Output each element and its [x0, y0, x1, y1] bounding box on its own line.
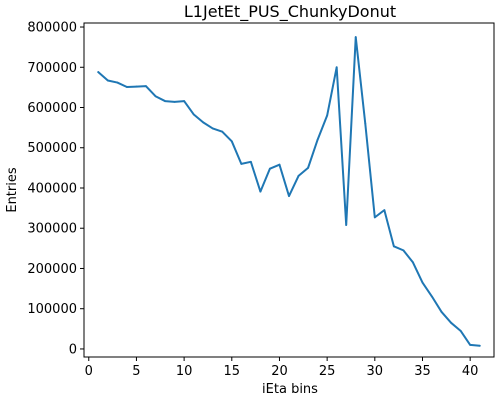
x-tick-label: 35: [414, 364, 431, 379]
data-point: [326, 114, 329, 117]
x-tick-label: 5: [132, 364, 140, 379]
x-tick-label: 30: [367, 364, 384, 379]
data-point: [335, 66, 338, 69]
data-point: [288, 195, 290, 197]
x-axis-label: iEta bins: [262, 382, 318, 397]
data-point: [183, 100, 186, 102]
data-point: [164, 100, 166, 102]
axes-frame: [83, 22, 495, 358]
y-tick-label: 500000: [27, 141, 77, 156]
x-tick-label: 40: [462, 364, 479, 379]
data-point: [126, 86, 128, 88]
x-tick-label: 10: [176, 364, 193, 379]
y-tick-label: 0: [69, 342, 77, 357]
data-point: [354, 36, 357, 38]
data-point: [392, 245, 395, 248]
series-line: [97, 36, 481, 347]
x-tick-label: 20: [271, 364, 288, 379]
data-point: [383, 209, 386, 212]
data-point: [173, 100, 176, 103]
y-tick-label: 600000: [27, 101, 77, 116]
x-tick-label: 25: [319, 364, 336, 379]
x-tick-label: 0: [85, 364, 93, 379]
data-point: [106, 79, 109, 82]
data-point: [440, 311, 443, 313]
y-axis-label: Entries: [5, 167, 20, 213]
data-point: [469, 344, 472, 346]
data-point: [211, 127, 214, 130]
data-point: [459, 329, 462, 332]
y-tick-label: 300000: [27, 222, 77, 237]
axis-ticks: 0 5 10 15 20 25 30 35 40 0 100000 200000 300000 40000…: [27, 21, 478, 379]
data-point: [412, 261, 414, 264]
data-point: [240, 162, 243, 165]
data-point: [269, 167, 271, 170]
y-tick-label: 200000: [27, 262, 77, 277]
data-point: [364, 122, 367, 125]
data-point: [307, 166, 309, 169]
data-point: [145, 85, 147, 88]
data-point: [154, 95, 157, 98]
data-point: [97, 71, 100, 73]
data-point: [278, 163, 281, 166]
data-point: [297, 175, 300, 177]
data-point: [230, 140, 233, 143]
data-point: [116, 81, 119, 84]
data-point: [450, 321, 452, 324]
y-tick-label: 400000: [27, 181, 77, 196]
data-point: [202, 121, 205, 124]
data-point: [192, 113, 195, 116]
data-point: [431, 295, 433, 298]
chart-title: L1JetEt_PUS_ChunkyDonut: [184, 2, 396, 22]
y-tick-label: 700000: [27, 61, 77, 76]
x-tick-label: 15: [224, 364, 241, 379]
data-point: [421, 281, 424, 284]
data-point: [221, 130, 224, 133]
plot-area: [97, 36, 481, 347]
data-point: [402, 249, 405, 252]
data-point: [135, 85, 138, 88]
data-point: [316, 138, 319, 141]
data-point: [373, 216, 376, 219]
data-point: [478, 344, 481, 347]
y-tick-label: 800000: [27, 21, 77, 36]
data-point: [259, 190, 262, 193]
y-tick-label: 100000: [27, 302, 77, 317]
data-point: [345, 224, 348, 226]
data-point: [249, 160, 252, 163]
